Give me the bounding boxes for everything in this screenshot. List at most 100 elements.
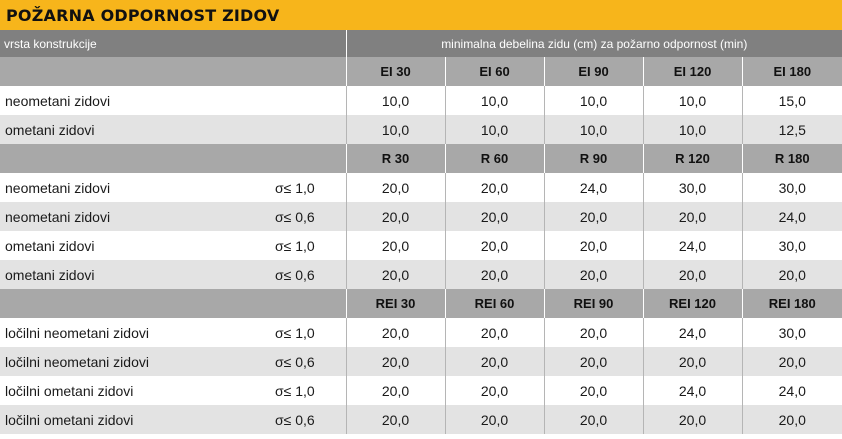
- thickness-value: 20,0: [642, 202, 743, 231]
- thickness-value: 20,0: [543, 318, 644, 347]
- table-row: ločilni neometani zidovi σ≤ 0,6 20,0 20,0 20…: [0, 347, 842, 376]
- min-thickness-header: minimalna debelina zidu (cm) za požarno …: [345, 30, 842, 57]
- thickness-value: 10,0: [543, 86, 644, 115]
- thickness-value: 20,0: [543, 405, 644, 434]
- thickness-value: 20,0: [345, 231, 446, 260]
- thickness-value: 20,0: [543, 202, 644, 231]
- construction-type-label: ločilni ometani zidovi: [0, 376, 275, 405]
- fire-resistance-table: vrsta konstrukcije minimalna debelina zi…: [0, 30, 842, 434]
- thickness-value: 30,0: [741, 173, 842, 202]
- stress-ratio-label: σ≤ 1,0: [275, 376, 347, 405]
- thickness-value: 20,0: [543, 376, 644, 405]
- table-title: POŽARNA ODPORNOST ZIDOV: [0, 0, 842, 30]
- stress-ratio-label: σ≤ 0,6: [275, 260, 347, 289]
- class-header-row: R 30 R 60 R 90 R 120 R 180: [0, 144, 842, 173]
- thickness-value: 24,0: [642, 318, 743, 347]
- stress-ratio-label: σ≤ 1,0: [275, 173, 347, 202]
- thickness-value: 30,0: [642, 173, 743, 202]
- thickness-value: 10,0: [642, 115, 743, 144]
- thickness-value: 10,0: [345, 115, 446, 144]
- resistance-class-header: EI 90: [543, 57, 644, 86]
- resistance-class-header: REI 60: [444, 289, 545, 318]
- construction-type-header: vrsta konstrukcije: [0, 30, 347, 57]
- thickness-value: 20,0: [741, 405, 842, 434]
- thickness-value: 24,0: [543, 173, 644, 202]
- table-body: vrsta konstrukcije minimalna debelina zi…: [0, 30, 842, 434]
- thickness-value: 20,0: [444, 376, 545, 405]
- thickness-value: 20,0: [345, 202, 446, 231]
- thickness-value: 20,0: [741, 260, 842, 289]
- stress-ratio-label: [275, 115, 347, 144]
- stress-ratio-label: σ≤ 1,0: [275, 231, 347, 260]
- thickness-value: 20,0: [444, 231, 545, 260]
- resistance-class-header: R 90: [543, 144, 644, 173]
- thickness-value: 20,0: [345, 347, 446, 376]
- resistance-class-header: REI 90: [543, 289, 644, 318]
- thickness-value: 20,0: [345, 405, 446, 434]
- thickness-value: 20,0: [444, 405, 545, 434]
- thickness-value: 10,0: [642, 86, 743, 115]
- resistance-class-header: EI 180: [741, 57, 842, 86]
- table-row: ločilni neometani zidovi σ≤ 1,0 20,0 20,0 20…: [0, 318, 842, 347]
- resistance-class-header: EI 60: [444, 57, 545, 86]
- thickness-value: 20,0: [543, 260, 644, 289]
- table-row: neometani zidovi 10,0 10,0 10,0 10,0 15,0: [0, 86, 842, 115]
- resistance-class-header: REI 120: [642, 289, 743, 318]
- construction-type-label: ločilni neometani zidovi: [0, 318, 275, 347]
- table-row: ometani zidovi σ≤ 0,6 20,0 20,0 20,0 20,0 20,0: [0, 260, 842, 289]
- thickness-value: 10,0: [543, 115, 644, 144]
- thickness-value: 20,0: [543, 231, 644, 260]
- thickness-value: 20,0: [642, 347, 743, 376]
- resistance-class-header: R 30: [345, 144, 446, 173]
- construction-type-label: neometani zidovi: [0, 202, 275, 231]
- thickness-value: 10,0: [444, 86, 545, 115]
- thickness-value: 12,5: [741, 115, 842, 144]
- class-header-row: EI 30 EI 60 EI 90 EI 120 EI 180: [0, 57, 842, 86]
- table-row: ometani zidovi 10,0 10,0 10,0 10,0 12,5: [0, 115, 842, 144]
- resistance-class-header: R 120: [642, 144, 743, 173]
- thickness-value: 10,0: [345, 86, 446, 115]
- thickness-value: 24,0: [642, 231, 743, 260]
- thickness-value: 24,0: [741, 202, 842, 231]
- thickness-value: 20,0: [642, 260, 743, 289]
- class-header-row: REI 30 REI 60 REI 90 REI 120 REI 180: [0, 289, 842, 318]
- resistance-class-header: EI 30: [345, 57, 446, 86]
- thickness-value: 20,0: [444, 173, 545, 202]
- thickness-value: 24,0: [642, 376, 743, 405]
- table-row: neometani zidovi σ≤ 0,6 20,0 20,0 20,0 20,0 24…: [0, 202, 842, 231]
- class-header-blank: [0, 144, 347, 173]
- table-row: neometani zidovi σ≤ 1,0 20,0 20,0 24,0 30,0 30…: [0, 173, 842, 202]
- thickness-value: 20,0: [543, 347, 644, 376]
- construction-type-label: ločilni neometani zidovi: [0, 347, 275, 376]
- construction-type-label: ometani zidovi: [0, 115, 275, 144]
- stress-ratio-label: σ≤ 1,0: [275, 318, 347, 347]
- stress-ratio-label: σ≤ 0,6: [275, 202, 347, 231]
- thickness-value: 10,0: [444, 115, 545, 144]
- stress-ratio-label: σ≤ 0,6: [275, 405, 347, 434]
- resistance-class-header: REI 180: [741, 289, 842, 318]
- thickness-value: 24,0: [741, 376, 842, 405]
- header-row: vrsta konstrukcije minimalna debelina zi…: [0, 30, 842, 57]
- thickness-value: 20,0: [444, 202, 545, 231]
- thickness-value: 20,0: [741, 347, 842, 376]
- thickness-value: 20,0: [345, 260, 446, 289]
- construction-type-label: ometani zidovi: [0, 231, 275, 260]
- thickness-value: 20,0: [642, 405, 743, 434]
- construction-type-label: ometani zidovi: [0, 260, 275, 289]
- construction-type-label: ločilni ometani zidovi: [0, 405, 275, 434]
- thickness-value: 20,0: [345, 318, 446, 347]
- construction-type-label: neometani zidovi: [0, 173, 275, 202]
- stress-ratio-label: σ≤ 0,6: [275, 347, 347, 376]
- class-header-blank: [0, 57, 347, 86]
- table-row: ločilni ometani zidovi σ≤ 0,6 20,0 20,0 20,0…: [0, 405, 842, 434]
- table-row: ometani zidovi σ≤ 1,0 20,0 20,0 20,0 24,0 30,0: [0, 231, 842, 260]
- thickness-value: 20,0: [444, 318, 545, 347]
- resistance-class-header: R 180: [741, 144, 842, 173]
- resistance-class-header: REI 30: [345, 289, 446, 318]
- resistance-class-header: R 60: [444, 144, 545, 173]
- table-row: ločilni ometani zidovi σ≤ 1,0 20,0 20,0 20,0…: [0, 376, 842, 405]
- construction-type-label: neometani zidovi: [0, 86, 275, 115]
- thickness-value: 30,0: [741, 231, 842, 260]
- thickness-value: 20,0: [345, 173, 446, 202]
